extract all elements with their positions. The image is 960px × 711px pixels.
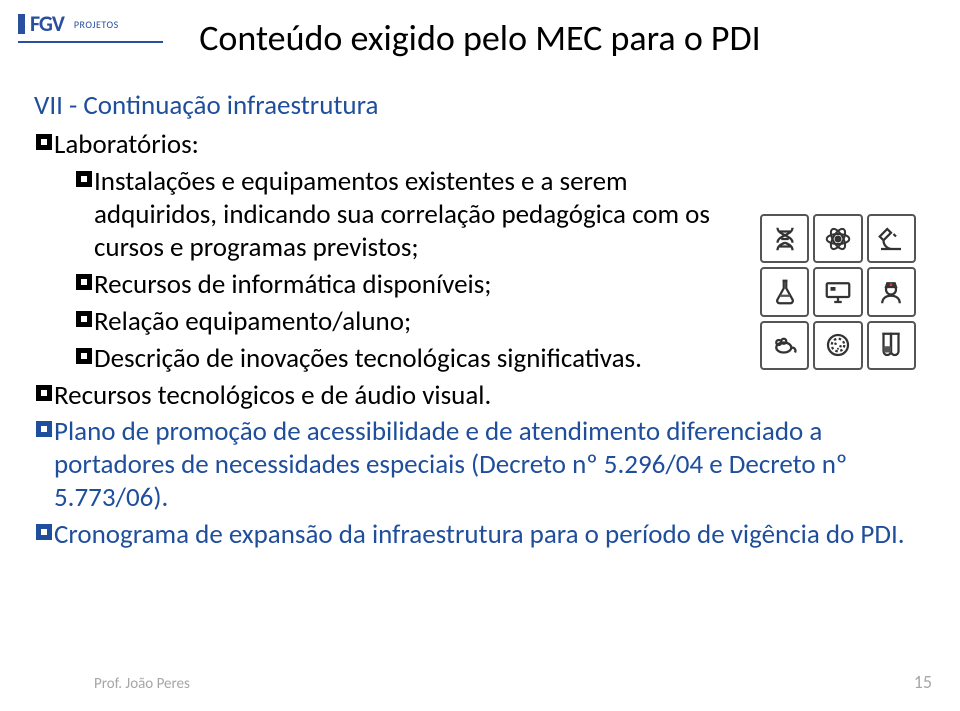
subbullet-inovacoes: Descrição de inovações tecnológicas sign… (74, 343, 916, 376)
square-bullet-icon (74, 311, 94, 327)
page-number: 15 (914, 671, 932, 693)
square-bullet-icon (34, 134, 54, 150)
footer-author: Prof. João Peres (94, 675, 190, 693)
bullet-text: Descrição de inovações tecnológicas sign… (94, 343, 916, 376)
bullet-cronograma: Cronograma de expansão da infraestrutura… (34, 519, 916, 552)
bullet-plano: Plano de promoção de acessibilidade e de… (34, 416, 916, 515)
bullet-text: Recursos tecnológicos e de áudio visual. (54, 380, 916, 413)
bullet-text: Laboratórios: (54, 129, 916, 162)
bullet-text: Plano de promoção de acessibilidade e de… (54, 416, 916, 515)
bullet-laboratorios: Laboratórios: (34, 129, 916, 162)
square-bullet-icon (34, 524, 54, 540)
square-bullet-icon (74, 171, 94, 187)
square-bullet-icon (74, 274, 94, 290)
slide-content: VII - Continuação infraestrutura Laborat… (34, 90, 916, 552)
bullet-text: Instalações e equipamentos existentes e … (94, 166, 916, 265)
square-bullet-icon (34, 385, 54, 401)
bullet-text: Recursos de informática disponíveis; (94, 269, 916, 302)
square-bullet-icon (34, 421, 54, 437)
bullet-text: Relação equipamento/aluno; (94, 306, 916, 339)
page-title: Conteúdo exigido pelo MEC para o PDI (0, 16, 960, 60)
square-bullet-icon (74, 348, 94, 364)
bullet-text: Cronograma de expansão da infraestrutura… (54, 519, 916, 552)
subbullet-relacao: Relação equipamento/aluno; (74, 306, 916, 339)
subbullet-recursos-info: Recursos de informática disponíveis; (74, 269, 916, 302)
bullet-recursos-tec: Recursos tecnológicos e de áudio visual. (34, 380, 916, 413)
section-subhead: VII - Continuação infraestrutura (34, 90, 916, 123)
subbullet-instalacoes: Instalações e equipamentos existentes e … (74, 166, 916, 265)
